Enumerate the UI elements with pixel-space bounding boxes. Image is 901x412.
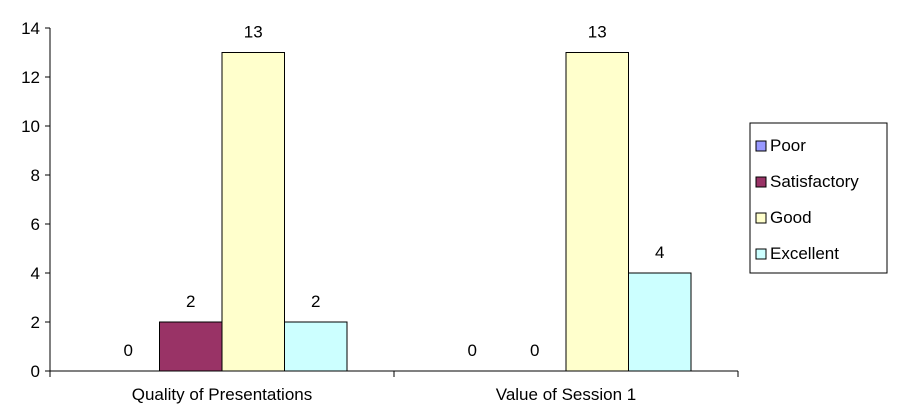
x-axis: Quality of Presentations Value of Session…	[49, 370, 739, 404]
data-label: 13	[244, 23, 263, 42]
bar-good	[221, 52, 285, 372]
bar-good	[565, 52, 629, 372]
bar-excellent	[284, 321, 348, 372]
data-label: 0	[530, 341, 539, 360]
y-tick-label: 6	[31, 215, 40, 234]
legend-label-poor: Poor	[770, 136, 806, 155]
legend-label-satisfactory: Satisfactory	[770, 172, 859, 191]
data-labels: 0 2 13 2 0 0 13 4	[124, 23, 665, 361]
bar-excellent	[628, 272, 692, 372]
legend-label-excellent: Excellent	[770, 244, 839, 263]
data-label: 13	[588, 23, 607, 42]
legend-label-good: Good	[770, 208, 812, 227]
data-label: 0	[468, 341, 477, 360]
bars	[159, 52, 692, 372]
bar-satisfactory	[159, 321, 223, 372]
x-category-label: Quality of Presentations	[132, 385, 312, 404]
legend-swatch-poor	[755, 140, 767, 152]
y-tick-label: 8	[31, 166, 40, 185]
legend: Poor Satisfactory Good Excellent	[749, 122, 888, 274]
data-label: 2	[186, 292, 195, 311]
data-label: 4	[655, 243, 664, 262]
legend-swatch-good	[755, 212, 767, 224]
legend-swatch-satisfactory	[755, 176, 767, 188]
y-tick-label: 10	[21, 117, 40, 136]
x-category-label: Value of Session 1	[496, 385, 637, 404]
y-tick-label: 14	[21, 19, 40, 38]
data-label: 2	[311, 292, 320, 311]
y-tick-label: 0	[31, 362, 40, 381]
data-label: 0	[124, 341, 133, 360]
legend-box	[749, 122, 888, 274]
legend-swatch-excellent	[755, 248, 767, 260]
y-tick-label: 4	[31, 264, 40, 283]
y-tick-label: 2	[31, 313, 40, 332]
y-tick-label: 12	[21, 68, 40, 87]
y-axis: 0 2 4 6 8 10 12 14	[21, 19, 51, 381]
